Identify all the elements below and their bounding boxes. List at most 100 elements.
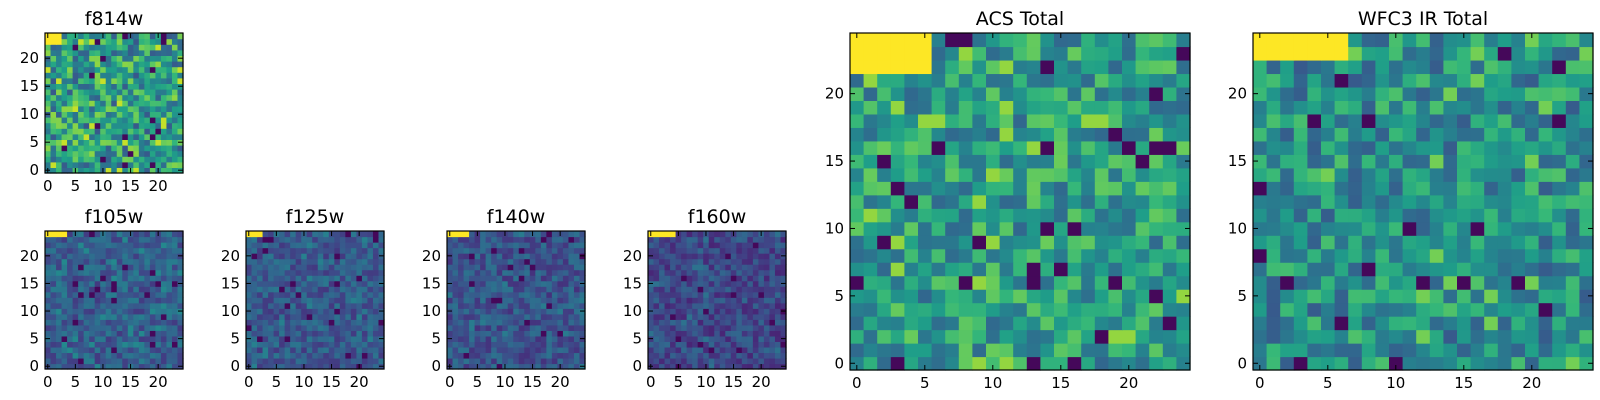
- heatmap-cell: [1389, 86, 1404, 101]
- heatmap-cell: [653, 302, 660, 309]
- heatmap-cell: [100, 117, 107, 124]
- heatmap-cell: [166, 49, 173, 56]
- heatmap-cell: [758, 280, 765, 287]
- heatmap-cell: [972, 248, 987, 263]
- heatmap-cell: [1081, 235, 1096, 250]
- heatmap-cell: [100, 352, 107, 359]
- heatmap-cell: [725, 258, 732, 265]
- heatmap-cell: [100, 111, 107, 118]
- heatmap-cell: [160, 242, 168, 249]
- heatmap-cell: [1013, 167, 1028, 182]
- heatmap-cell: [105, 49, 112, 56]
- heatmap-cell: [648, 264, 655, 271]
- heatmap-cell: [1525, 356, 1540, 371]
- heatmap-cell: [251, 247, 258, 254]
- heatmap-cell: [890, 208, 905, 223]
- heatmap-cell: [986, 46, 1001, 61]
- heatmap-cell: [1402, 329, 1417, 344]
- heatmap-cell: [458, 264, 465, 271]
- heatmap-cell: [144, 156, 151, 163]
- heatmap-cell: [931, 140, 946, 155]
- heatmap-cell: [1054, 235, 1069, 250]
- heatmap-cell: [763, 236, 771, 243]
- heatmap-cell: [301, 269, 308, 276]
- heatmap-cell: [284, 258, 291, 265]
- heatmap-cell: [78, 264, 85, 271]
- heatmap-cell: [138, 156, 145, 163]
- heatmap-cell: [78, 89, 85, 96]
- heatmap-cell: [1484, 262, 1499, 277]
- heatmap-cell: [149, 291, 156, 298]
- heatmap-cell: [56, 122, 63, 129]
- heatmap-cell: [568, 269, 575, 276]
- heatmap-cell: [111, 253, 118, 260]
- heatmap-cell: [659, 352, 666, 359]
- heatmap-cell: [513, 247, 520, 254]
- heatmap-cell: [1307, 181, 1322, 196]
- heatmap-cell: [317, 346, 324, 354]
- heatmap-cell: [1538, 316, 1553, 331]
- heatmap-cell: [94, 357, 101, 365]
- heatmap-cell: [496, 286, 503, 293]
- heatmap-cell: [171, 156, 179, 163]
- heatmap-cell: [257, 264, 264, 271]
- heatmap-cell: [774, 313, 782, 320]
- heatmap-cell: [686, 286, 693, 293]
- heatmap-cell: [945, 275, 960, 290]
- heatmap-cell: [890, 289, 905, 304]
- heatmap-cell: [122, 280, 129, 287]
- heatmap-cell: [160, 357, 168, 365]
- heatmap-cell: [56, 156, 63, 163]
- heatmap-cell: [345, 313, 352, 320]
- heatmap-cell: [540, 275, 547, 282]
- heatmap-cell: [301, 308, 308, 315]
- heatmap-cell: [295, 308, 302, 315]
- heatmap-cell: [890, 86, 905, 101]
- heatmap-cell: [1122, 208, 1137, 223]
- heatmap-cell: [133, 264, 140, 271]
- heatmap-cell: [1443, 46, 1458, 61]
- heatmap-cell: [56, 89, 63, 96]
- heatmap-cell: [50, 55, 57, 62]
- heatmap-cell: [469, 286, 476, 293]
- heatmap-cell: [306, 357, 313, 365]
- heatmap-cell: [1348, 343, 1363, 358]
- heatmap-cell: [144, 105, 151, 112]
- heatmap-cell: [45, 100, 52, 107]
- heatmap-cell: [708, 236, 715, 243]
- heatmap-cell: [918, 181, 933, 196]
- heatmap-cell: [758, 346, 765, 354]
- heatmap-cell: [518, 253, 525, 260]
- heatmap-cell: [697, 264, 704, 271]
- heatmap-cell: [94, 77, 101, 84]
- heatmap-cell: [149, 275, 156, 282]
- heatmap-cell: [166, 145, 173, 152]
- heatmap-cell: [496, 275, 503, 282]
- heatmap-cell: [1176, 86, 1191, 101]
- heatmap-cell: [1135, 275, 1150, 290]
- heatmap-cell: [72, 313, 79, 320]
- heatmap-cell: [491, 231, 498, 238]
- heatmap-cell: [1321, 275, 1336, 290]
- heatmap-cell: [45, 341, 52, 348]
- heatmap-cell: [144, 363, 151, 370]
- heatmap-cell: [116, 308, 123, 315]
- heatmap-cell: [703, 308, 710, 315]
- heatmap-cell: [149, 308, 156, 315]
- heatmap-cell: [752, 269, 759, 276]
- heatmap-cell: [89, 319, 96, 326]
- heatmap-cell: [268, 346, 275, 354]
- heatmap-cell: [1094, 127, 1109, 142]
- heatmap-cell: [105, 247, 112, 254]
- heatmap-cell: [177, 341, 184, 348]
- heatmap-cell: [502, 269, 509, 276]
- heatmap-cell: [1108, 289, 1123, 304]
- heatmap-cell: [546, 363, 553, 370]
- heatmap-cell: [268, 357, 275, 365]
- heatmap-cell: [904, 181, 919, 196]
- heatmap-cell: [273, 286, 280, 293]
- heatmap-cell: [138, 330, 145, 337]
- heatmap-cell: [279, 269, 286, 276]
- heatmap-cell: [1280, 262, 1295, 277]
- heatmap-cell: [105, 61, 112, 68]
